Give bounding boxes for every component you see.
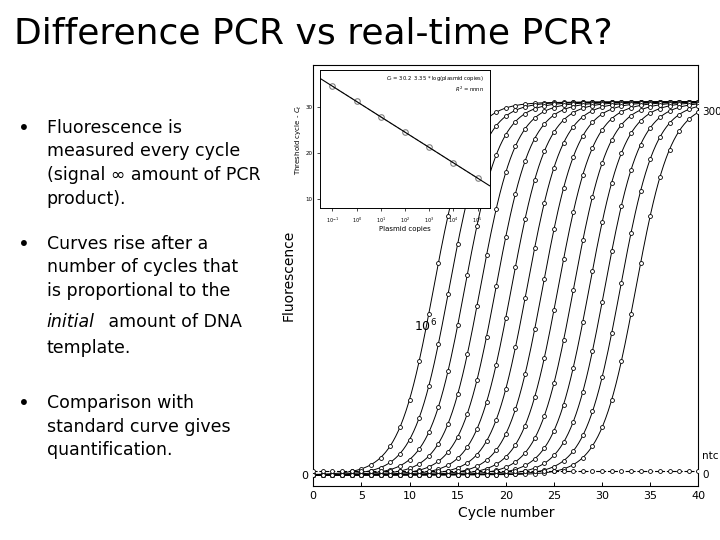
Text: amount of DNA: amount of DNA bbox=[103, 313, 242, 330]
Text: template.: template. bbox=[47, 339, 131, 356]
Text: •: • bbox=[18, 394, 30, 413]
Text: $10^6$: $10^6$ bbox=[414, 318, 437, 334]
Text: •: • bbox=[18, 235, 30, 254]
Y-axis label: Threshold cycle - $C_t$: Threshold cycle - $C_t$ bbox=[294, 104, 305, 174]
X-axis label: Cycle number: Cycle number bbox=[457, 507, 554, 521]
Text: initial: initial bbox=[47, 313, 95, 330]
Text: $C_t$ = 30.2  3.35 * log(plasmid copies)
$R^2$ = nnnn: $C_t$ = 30.2 3.35 * log(plasmid copies) … bbox=[386, 75, 485, 94]
Text: Comparison with
standard curve gives
quantification.: Comparison with standard curve gives qua… bbox=[47, 394, 230, 460]
Y-axis label: Fluorescence: Fluorescence bbox=[282, 230, 296, 321]
Text: Fluorescence is
measured every cycle
(signal ∞ amount of PCR
product).: Fluorescence is measured every cycle (si… bbox=[47, 119, 261, 207]
Text: Difference PCR vs real-time PCR?: Difference PCR vs real-time PCR? bbox=[14, 16, 613, 50]
Text: 0: 0 bbox=[702, 470, 708, 480]
Text: 300: 300 bbox=[702, 107, 720, 117]
Text: ntc: ntc bbox=[702, 451, 719, 461]
X-axis label: Plasmid copies: Plasmid copies bbox=[379, 226, 431, 232]
Text: •: • bbox=[18, 119, 30, 138]
Text: Curves rise after a
number of cycles that
is proportional to the: Curves rise after a number of cycles tha… bbox=[47, 235, 238, 323]
